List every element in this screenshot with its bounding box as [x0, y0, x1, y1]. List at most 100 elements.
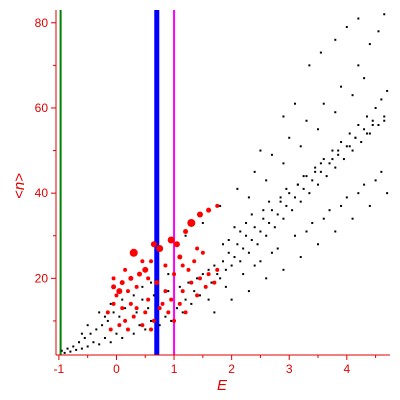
data-point-red — [180, 289, 185, 294]
data-point — [368, 43, 371, 46]
data-point — [270, 209, 273, 212]
data-point-red — [149, 327, 154, 332]
data-point — [207, 298, 210, 301]
data-point — [222, 260, 224, 263]
data-point — [308, 192, 311, 195]
data-point-red — [197, 276, 202, 281]
data-point — [357, 64, 360, 67]
data-point — [363, 183, 366, 186]
data-point — [190, 302, 193, 305]
data-point — [198, 294, 201, 297]
data-point — [325, 175, 328, 178]
data-point — [109, 302, 112, 305]
data-point — [354, 136, 357, 139]
data-point-red — [150, 241, 157, 248]
data-point — [259, 230, 262, 233]
data-point — [380, 98, 383, 101]
data-point — [175, 307, 178, 310]
data-point — [270, 251, 273, 254]
data-point — [233, 256, 236, 259]
data-point — [293, 196, 296, 199]
data-point — [181, 311, 184, 314]
data-point — [299, 145, 302, 148]
y-tick-label: 20 — [35, 271, 49, 285]
data-point — [144, 328, 147, 331]
data-point-red — [212, 280, 217, 285]
data-point — [138, 324, 141, 327]
data-point — [314, 170, 317, 173]
data-point-red — [172, 318, 177, 323]
data-point — [227, 251, 230, 254]
data-point — [311, 221, 314, 224]
data-point-red — [108, 327, 113, 332]
data-point — [371, 124, 374, 126]
data-point — [86, 324, 89, 327]
data-point — [282, 217, 285, 220]
data-point — [219, 277, 222, 280]
data-point-red — [128, 301, 133, 306]
data-point — [170, 319, 173, 322]
data-point — [282, 115, 285, 118]
data-point — [302, 187, 305, 190]
data-point — [279, 200, 282, 203]
data-point-red — [192, 259, 197, 264]
data-point — [377, 124, 380, 126]
data-point — [331, 149, 334, 152]
data-point-red — [186, 267, 191, 272]
data-point-red — [125, 289, 130, 294]
data-point — [317, 128, 320, 131]
data-point — [78, 341, 81, 344]
data-point-red — [177, 254, 183, 260]
data-point-red — [140, 259, 145, 264]
data-point — [265, 234, 268, 237]
data-point — [334, 38, 337, 41]
data-point-red — [128, 275, 134, 281]
data-point — [152, 294, 155, 297]
data-point — [319, 162, 322, 165]
data-point — [331, 158, 334, 161]
data-point — [233, 226, 236, 229]
data-point-red — [143, 310, 148, 315]
data-point — [89, 332, 92, 335]
x-tick-label: -1 — [54, 362, 65, 376]
data-point — [184, 234, 187, 237]
data-point — [293, 102, 296, 105]
data-point — [340, 204, 343, 207]
data-point — [109, 341, 112, 344]
data-point — [291, 209, 294, 212]
data-point — [167, 290, 170, 293]
data-point — [245, 234, 248, 237]
data-point — [230, 298, 233, 301]
data-point-red — [131, 314, 136, 319]
data-point — [224, 285, 227, 288]
data-point — [247, 290, 250, 293]
data-point — [348, 132, 351, 135]
data-point — [256, 243, 259, 246]
data-point — [374, 106, 377, 109]
y-ticks: 20 40 60 80 — [35, 16, 56, 322]
data-point — [334, 230, 337, 233]
data-point-red — [156, 245, 164, 253]
data-point — [245, 221, 248, 224]
data-point — [317, 183, 320, 186]
data-point — [98, 311, 101, 314]
x-tick-label: 4 — [343, 362, 350, 376]
data-point — [253, 264, 256, 267]
data-point — [216, 273, 219, 276]
data-point-red — [134, 306, 139, 311]
data-point-red — [177, 301, 182, 306]
data-point — [288, 136, 291, 139]
data-point-red — [116, 288, 123, 295]
data-point — [132, 332, 135, 335]
data-point — [308, 64, 311, 67]
data-point — [69, 350, 72, 353]
data-point — [363, 77, 366, 80]
data-point — [150, 319, 153, 322]
data-point — [377, 30, 380, 33]
data-point — [250, 239, 253, 241]
data-point — [340, 85, 343, 88]
data-point — [299, 256, 302, 259]
black-series — [60, 13, 389, 354]
data-point-red — [120, 306, 125, 311]
data-point — [319, 51, 322, 54]
